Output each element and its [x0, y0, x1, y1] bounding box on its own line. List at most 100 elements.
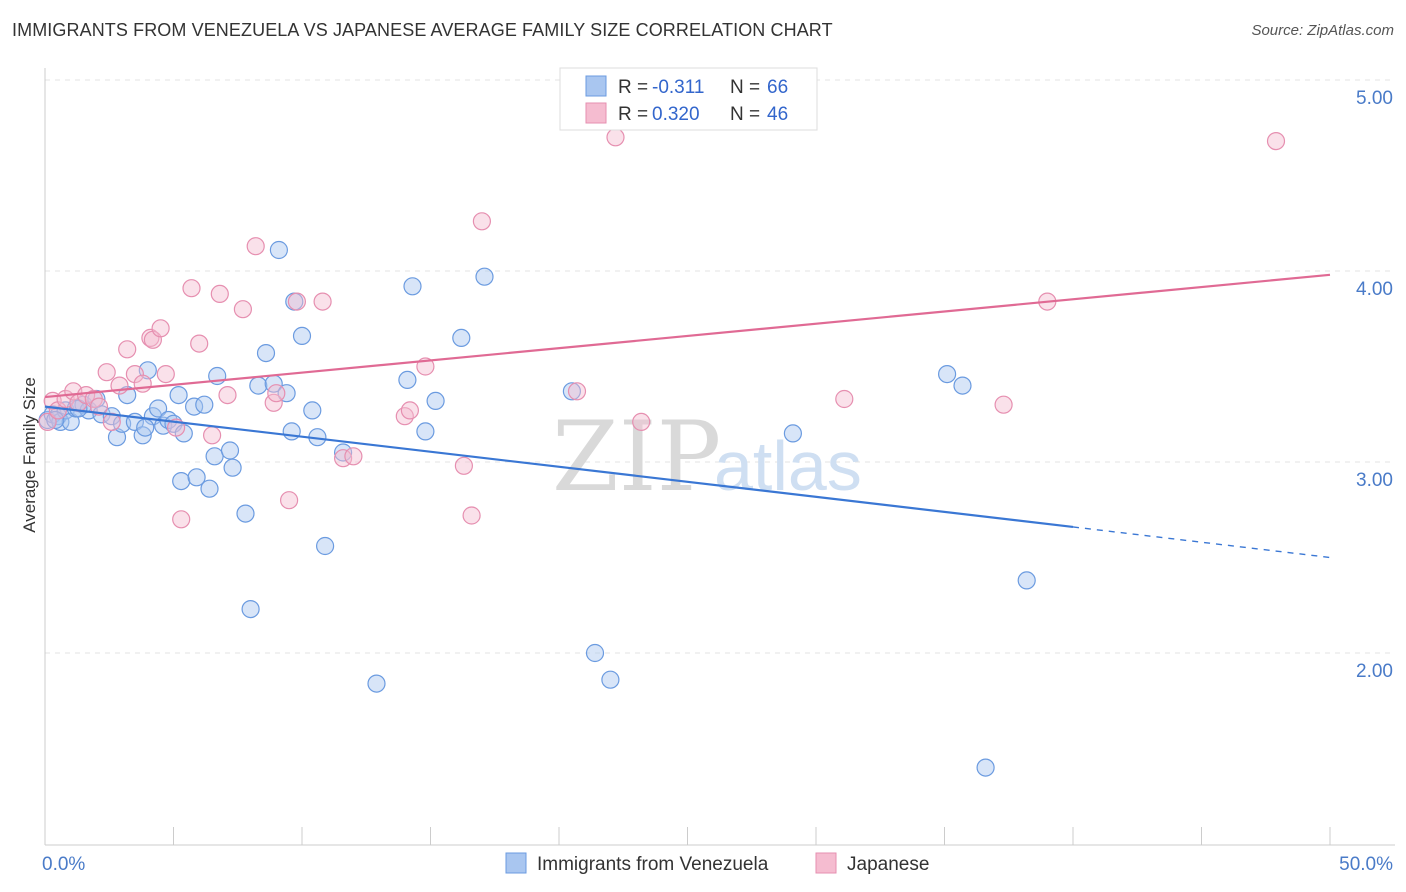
venezuela-point	[416, 422, 435, 441]
venezuela-point	[200, 479, 219, 498]
venezuela-point	[236, 504, 255, 523]
japanese-point	[125, 365, 144, 384]
venezuela-point	[403, 277, 422, 296]
legend-n-label-1: N =	[730, 77, 760, 98]
bottom-legend-label-japanese: Japanese	[847, 854, 929, 875]
japanese-point	[567, 382, 587, 401]
japanese-point	[606, 128, 625, 147]
japanese-point	[172, 510, 191, 529]
legend-n-value-2: 46	[767, 104, 788, 125]
legend-swatch-japanese	[585, 102, 607, 124]
venezuela-point	[292, 326, 312, 345]
trend-line-japanese	[44, 273, 1331, 399]
japanese-point	[118, 340, 137, 359]
venezuela-point	[334, 443, 353, 462]
japanese-point	[280, 491, 299, 510]
y-axis-label: Average Family Size	[20, 377, 39, 533]
japanese-point	[1266, 132, 1286, 151]
japanese-point	[190, 334, 209, 353]
legend-swatch-venezuela	[585, 75, 607, 97]
grid-lines	[45, 79, 1395, 654]
venezuela-point	[937, 365, 957, 384]
axes	[44, 68, 1395, 846]
japanese-point	[287, 292, 306, 311]
japanese-point	[395, 407, 414, 426]
venezuela-point	[282, 422, 301, 441]
venezuela-point	[136, 418, 155, 437]
venezuela-point	[249, 376, 268, 395]
venezuela-point	[223, 458, 242, 477]
watermark-zip: ZIP	[552, 401, 721, 513]
venezuela-point	[169, 386, 188, 405]
bottom-legend: Immigrants from Venezuela Japanese	[505, 852, 929, 875]
bottom-legend-swatch-venezuela	[505, 852, 527, 874]
venezuela-point	[241, 599, 260, 619]
trend-line-venezuela-extension	[1072, 526, 1331, 559]
japanese-point	[344, 447, 363, 466]
venezuela-point	[269, 240, 288, 260]
trend-lines	[44, 273, 1331, 559]
y-tick-label: 5.00	[1356, 88, 1393, 109]
japanese-point	[472, 212, 491, 231]
venezuela-point	[149, 399, 168, 418]
venezuela-point	[316, 536, 335, 556]
y-tick-label: 3.00	[1356, 470, 1393, 491]
venezuela-point	[426, 391, 445, 410]
japanese-point	[462, 506, 481, 525]
venezuela-point	[220, 441, 240, 460]
venezuela-point	[256, 344, 276, 363]
venezuela-point	[277, 384, 296, 403]
legend-r-value-1: -0.311	[652, 77, 704, 98]
japanese-point	[151, 319, 170, 338]
y-tick-label: 2.00	[1356, 661, 1393, 682]
venezuela-point	[562, 382, 582, 401]
japanese-point	[233, 300, 252, 319]
legend-n-value-1: 66	[767, 77, 788, 98]
japanese-point	[246, 237, 265, 256]
japanese-point	[203, 426, 222, 445]
japanese-point	[97, 363, 116, 382]
venezuela-point	[601, 670, 620, 689]
japanese-point	[89, 397, 109, 416]
y-tick-labels: 5.00 4.00 3.00 2.00	[1356, 88, 1393, 682]
trend-line-venezuela	[44, 405, 1074, 529]
japanese-point	[156, 365, 175, 384]
venezuela-point	[118, 386, 137, 405]
japanese-point	[994, 395, 1013, 414]
japanese-point	[182, 279, 201, 298]
legend-box: R = -0.311 N = 66 R = 0.320 N = 46	[559, 67, 818, 131]
venezuela-point	[195, 395, 214, 414]
chart-title: IMMIGRANTS FROM VENEZUELA VS JAPANESE AV…	[12, 20, 833, 40]
series-venezuela-points	[38, 240, 1036, 777]
venezuela-point	[953, 376, 972, 395]
japanese-point	[210, 284, 229, 303]
bottom-legend-swatch-japanese	[815, 852, 837, 874]
venezuela-point	[783, 424, 803, 443]
japanese-point	[38, 412, 57, 431]
venezuela-point	[585, 643, 605, 663]
venezuela-point	[398, 370, 417, 389]
x-tick-label-min: 0.0%	[42, 854, 85, 875]
legend-r-label-1: R =	[618, 77, 648, 98]
venezuela-point	[976, 758, 995, 777]
japanese-point	[632, 412, 651, 431]
japanese-point	[267, 384, 286, 403]
venezuela-point	[1017, 571, 1036, 590]
venezuela-point	[205, 447, 224, 466]
japanese-point	[400, 401, 419, 420]
y-tick-label: 4.00	[1356, 279, 1393, 300]
x-tick-label-max: 50.0%	[1339, 854, 1393, 875]
venezuela-point	[172, 472, 191, 491]
japanese-point	[454, 456, 473, 475]
legend-r-value-2: 0.320	[652, 104, 700, 125]
japanese-point	[133, 374, 152, 393]
venezuela-point	[61, 412, 80, 431]
bottom-legend-label-venezuela: Immigrants from Venezuela	[537, 854, 769, 875]
japanese-point	[313, 292, 332, 311]
japanese-point	[218, 386, 237, 405]
venezuela-point	[187, 468, 206, 487]
japanese-point	[835, 389, 854, 409]
source-credit: Source: ZipAtlas.com	[1251, 22, 1394, 39]
venezuela-point	[367, 674, 386, 693]
